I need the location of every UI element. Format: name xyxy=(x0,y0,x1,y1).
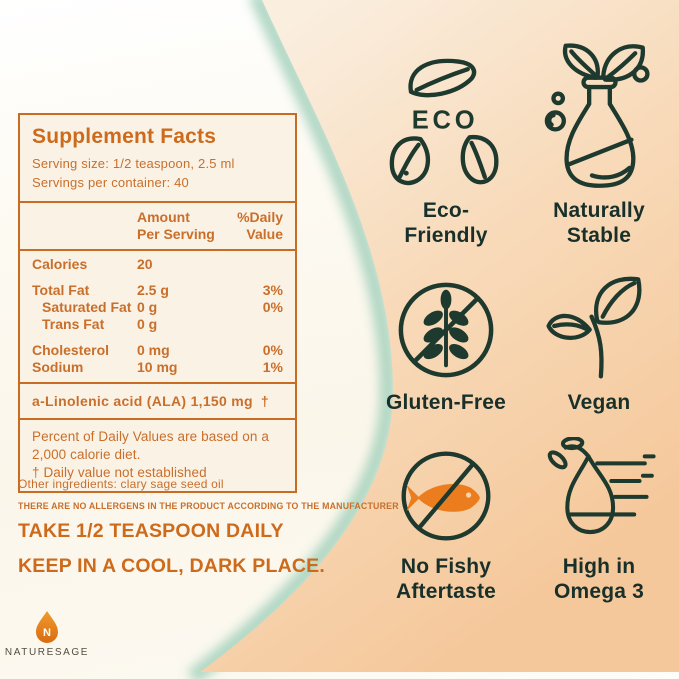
allergen-note: THERE ARE NO ALLERGENS IN THE PRODUCT AC… xyxy=(18,501,399,511)
panel-header: Supplement Facts Serving size: 1/2 teasp… xyxy=(20,115,295,201)
ala-daily-value: † xyxy=(260,393,269,409)
brand-name: NATURESAGE xyxy=(4,647,90,658)
flask-plant-icon xyxy=(542,40,657,198)
col-dv-line2: Value xyxy=(246,226,283,242)
row-total-fat: Total Fat 2.5 g 3% xyxy=(32,282,283,298)
feature-label-line1: Eco- xyxy=(422,199,470,222)
row-sodium: Sodium 10 mg 1% xyxy=(32,359,283,375)
row-saturated-fat: Saturated Fat 0 g 0% xyxy=(42,299,283,315)
feature-label-line2: Omega 3 xyxy=(553,580,645,603)
sprout-icon xyxy=(543,268,655,384)
footnote-line2: 2,000 calorie diet. xyxy=(32,447,141,462)
row-trans-fat: Trans Fat 0 g xyxy=(42,316,158,332)
ala-label: a-Linolenic acid (ALA) 1,150 mg xyxy=(32,393,253,409)
feature-gluten-free: Gluten-Free xyxy=(366,276,526,415)
other-ingredients: Other ingredients: clary sage seed oil xyxy=(18,477,224,491)
eco-leaves-icon: ECO xyxy=(383,50,509,198)
supplement-facts-panel: Supplement Facts Serving size: 1/2 teasp… xyxy=(18,113,297,493)
direction-line1: TAKE 1/2 TEASPOON DAILY xyxy=(18,520,284,542)
feature-high-in-omega-3: High in Omega 3 xyxy=(519,436,679,604)
col-dv-line1: %Daily xyxy=(237,209,283,225)
logo-letter: N xyxy=(43,627,51,639)
feature-label-line2: Stable xyxy=(566,224,632,247)
footnote: Percent of Daily Values are based on a 2… xyxy=(20,418,295,491)
omega3-droplet-icon xyxy=(540,436,658,548)
feature-label-line2: Friendly xyxy=(404,224,488,247)
servings-per-container: Servings per container: 40 xyxy=(32,175,189,190)
feature-label-line1: Naturally xyxy=(553,199,645,222)
feature-label-line1: No Fishy xyxy=(400,555,492,578)
droplet-logo-icon: N xyxy=(36,611,58,643)
feature-no-fishy-aftertaste: No Fishy Aftertaste xyxy=(366,446,526,604)
footnote-line1: Percent of Daily Values are based on a xyxy=(32,429,269,444)
crossed-wheat-icon xyxy=(395,276,497,384)
serving-size: Serving size: 1/2 teaspoon, 2.5 ml xyxy=(32,156,235,171)
footnote-line3: † Daily value not established xyxy=(32,465,207,480)
feature-label-line2: Aftertaste xyxy=(395,580,497,603)
ala-row: a-Linolenic acid (ALA) 1,150 mg † xyxy=(20,382,295,418)
crossed-fish-icon xyxy=(399,446,493,546)
panel-title: Supplement Facts xyxy=(32,125,217,148)
col-amount-line1: Amount xyxy=(137,209,190,225)
row-cholesterol: Cholesterol 0 mg 0% xyxy=(32,342,283,358)
feature-label-line1: Gluten-Free xyxy=(385,391,507,414)
column-headers: Amount %Daily Per Serving Value xyxy=(20,201,295,249)
feature-eco-friendly: ECO Eco- Friendly xyxy=(366,50,526,248)
eco-badge-text: ECO xyxy=(412,107,479,135)
direction-line2: KEEP IN A COOL, DARK PLACE. xyxy=(18,555,325,577)
feature-vegan: Vegan xyxy=(519,268,679,415)
nutrient-rows: Calories 20 Total Fat 2.5 g 3% Saturated… xyxy=(20,249,295,382)
row-calories: Calories 20 xyxy=(32,256,153,272)
feature-label-line1: Vegan xyxy=(567,391,631,414)
col-amount-line2: Per Serving xyxy=(137,226,215,242)
feature-label-line1: High in xyxy=(562,555,636,578)
brand-logo: N NATURESAGE xyxy=(5,610,87,658)
mint-curve xyxy=(187,0,397,679)
feature-naturally-stable: Naturally Stable xyxy=(519,40,679,248)
